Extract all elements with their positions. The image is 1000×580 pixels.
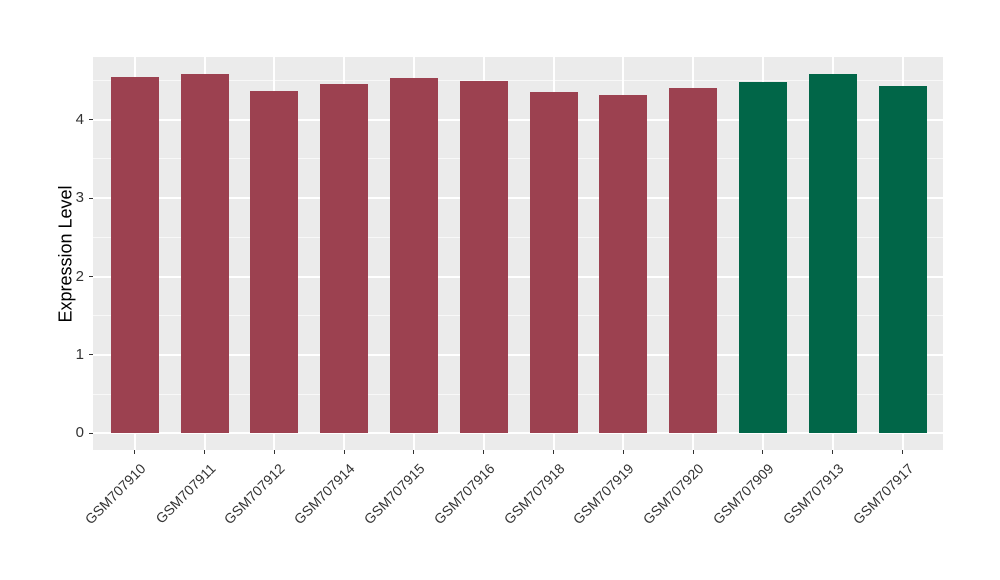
y-axis-tick [89, 276, 93, 277]
bar-GSM707915 [389, 78, 438, 434]
x-axis-tick [692, 450, 694, 454]
bar-GSM707919 [599, 94, 648, 434]
gridline-h-minor [93, 236, 943, 238]
bar-GSM707910 [110, 76, 159, 434]
gridline-h-major [93, 353, 943, 356]
y-tick-label: 1 [75, 345, 84, 363]
gridline-h-major [93, 432, 943, 435]
bar-GSM707912 [250, 90, 299, 434]
bar-GSM707913 [808, 74, 857, 434]
x-axis-tick [483, 450, 485, 454]
plot-panel [93, 57, 943, 450]
bar-GSM707909 [738, 82, 787, 434]
gridline-h-minor [93, 315, 943, 317]
x-axis-tick [343, 450, 345, 454]
y-tick-label: 4 [75, 110, 84, 128]
bar-GSM707918 [529, 92, 578, 434]
bar-GSM707917 [878, 85, 927, 434]
y-tick-label: 3 [75, 189, 84, 207]
y-tick-label: 0 [75, 424, 84, 442]
y-tick-label: 2 [75, 267, 84, 285]
x-axis-tick [553, 450, 554, 454]
bar-GSM707920 [669, 88, 718, 434]
gridline-h-major [93, 118, 943, 121]
x-axis-tick [762, 450, 764, 454]
gridline-h-minor [93, 393, 943, 395]
bar-GSM707914 [320, 83, 369, 434]
x-axis-tick [413, 450, 415, 454]
y-axis-tick [89, 197, 93, 199]
gridline-h-minor [93, 80, 943, 81]
gridline-h-major [93, 275, 943, 278]
gridline-h-major [93, 197, 943, 200]
x-axis-tick [832, 450, 834, 454]
y-axis-tick [89, 354, 93, 356]
x-axis-tick [134, 450, 136, 454]
x-axis-tick [902, 450, 903, 454]
x-axis-tick [622, 450, 624, 454]
gridline-h-minor [93, 158, 943, 160]
x-axis-tick [273, 450, 275, 454]
bar-GSM707916 [459, 80, 508, 434]
y-axis-tick [89, 119, 93, 121]
x-axis-tick [204, 450, 205, 454]
y-axis-tick [89, 432, 93, 434]
bar-GSM707911 [180, 74, 229, 434]
